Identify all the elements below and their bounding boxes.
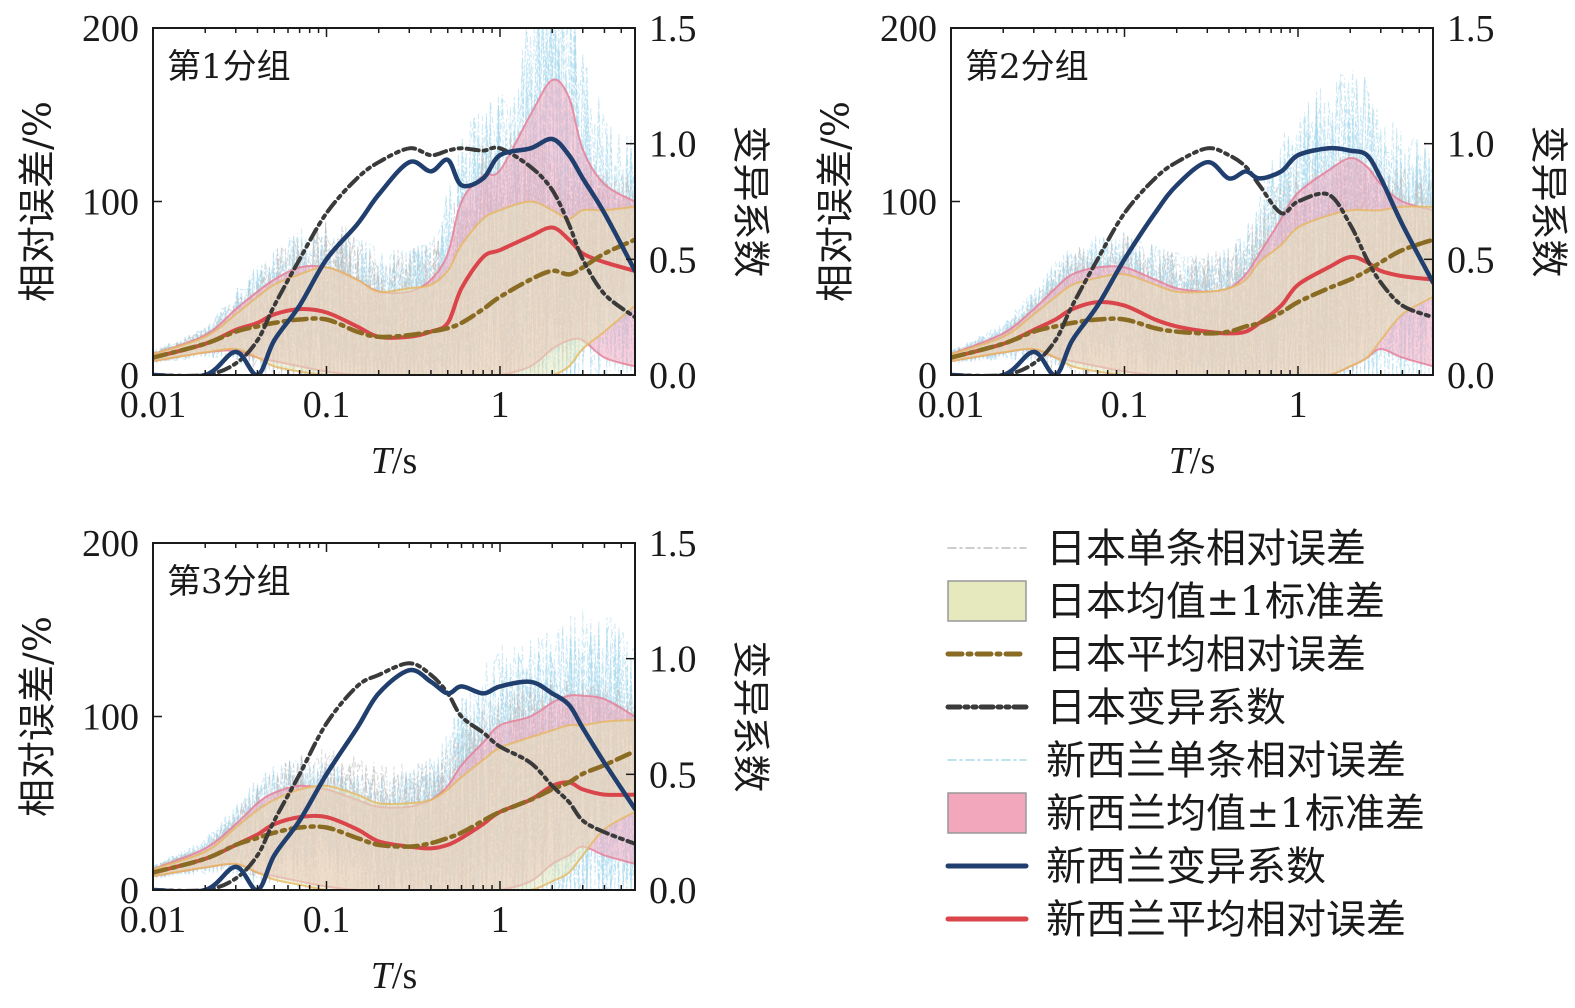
x-tick-label: 1 (490, 899, 509, 941)
x-tick-label: 0.1 (303, 899, 351, 941)
x-axis: 0.01 0.1 1 T/s (120, 28, 636, 482)
legend-item: 日本变异系数 (945, 685, 1286, 731)
y-axis-right: 0.0 0.5 1.0 1.5 变异系数 (626, 8, 773, 397)
jp-mean-line (153, 237, 635, 360)
legend: 日本单条相对误差日本均值±1标准差日本平均相对误差日本变异系数新西兰单条相对误差… (945, 526, 1425, 943)
y-tick-label-right: 0.5 (649, 754, 697, 796)
x-tick-label: 1 (1288, 384, 1307, 426)
x-axis-title: T/s (1169, 440, 1216, 482)
legend-item: 新西兰单条相对误差 (947, 738, 1406, 784)
panel-label: 第3分组 (167, 562, 291, 602)
x-axis-title: T/s (371, 440, 418, 482)
legend-item: 新西兰均值±1标准差 (947, 791, 1425, 837)
plot-area (153, 28, 635, 375)
nz-cv-line (951, 145, 1433, 375)
jp-individual-trace (153, 130, 635, 375)
nz-cv-line (153, 667, 635, 890)
legend-swatch (947, 792, 1027, 834)
y-tick-label-right: 1.0 (649, 124, 697, 166)
y-axis-title-left: 相对误差/% (16, 101, 60, 302)
y-tick-label-right: 1.5 (649, 523, 697, 565)
y-tick-label: 100 (880, 182, 937, 224)
y-tick-label-right: 0.0 (1447, 355, 1495, 397)
x-tick-label: 0.01 (120, 899, 187, 941)
y-axis-left: 0 100 200 相对误差/% (16, 8, 162, 397)
jp-cv-line (153, 145, 635, 375)
legend-label: 日本单条相对误差 (1046, 526, 1366, 572)
x-axis: 0.01 0.1 1 T/s (918, 28, 1434, 482)
x-tick-label: 1 (490, 384, 509, 426)
y-axis-title-left: 相对误差/% (16, 616, 60, 817)
nz-individual-trace (951, 102, 1433, 375)
nz-individual-trace (153, 28, 635, 375)
x-axis: 0.01 0.1 1 T/s (120, 543, 636, 997)
y-tick-label-right: 1.0 (649, 639, 697, 681)
panel-label: 第1分组 (167, 47, 291, 87)
jp-individual-trace (153, 687, 635, 890)
jp-mean-line (951, 237, 1433, 360)
y-tick-label-right: 0.5 (1447, 239, 1495, 281)
y-tick-label: 200 (82, 8, 139, 50)
y-tick-label: 100 (82, 697, 139, 739)
jp-band (951, 205, 1433, 375)
legend-item: 日本平均相对误差 (945, 632, 1366, 678)
y-tick-label-right: 1.0 (1447, 124, 1495, 166)
y-axis-title-right: 变异系数 (729, 640, 773, 792)
y-tick-label: 200 (880, 8, 937, 50)
jp-cv-line (951, 146, 1433, 375)
y-tick-label: 0 (120, 355, 139, 397)
legend-label: 新西兰均值±1标准差 (1046, 791, 1425, 837)
nz-individual-trace (153, 617, 635, 890)
nz-individual-trace (153, 28, 635, 375)
nz-individual-trace (951, 91, 1433, 375)
x-tick-label: 0.1 (303, 384, 351, 426)
x-tick-label: 0.01 (120, 384, 187, 426)
y-tick-label-right: 1.5 (1447, 8, 1495, 50)
legend-label: 日本变异系数 (1046, 685, 1286, 731)
jp-cv-line (153, 661, 635, 890)
nz-cv-line (153, 136, 635, 375)
y-tick-label-right: 0.0 (649, 355, 697, 397)
y-tick-label: 0 (918, 355, 937, 397)
y-axis-title-right: 变异系数 (1527, 125, 1571, 277)
legend-swatch (947, 580, 1027, 622)
nz-mean-line (153, 225, 635, 360)
jp-band (153, 718, 635, 890)
panel-label: 第2分组 (965, 47, 1089, 87)
legend-item: 日本单条相对误差 (947, 526, 1366, 572)
legend-label: 日本均值±1标准差 (1046, 579, 1385, 625)
y-axis-right: 0.0 0.5 1.0 1.5 变异系数 (626, 523, 773, 912)
legend-item: 新西兰平均相对误差 (945, 897, 1406, 943)
y-tick-label: 100 (82, 182, 139, 224)
legend-label: 新西兰单条相对误差 (1046, 738, 1406, 784)
y-tick-label-right: 1.5 (649, 8, 697, 50)
plot-area (153, 610, 635, 890)
y-axis-right: 0.0 0.5 1.0 1.5 变异系数 (1424, 8, 1571, 397)
jp-mean-line (153, 748, 635, 875)
x-axis-title: T/s (371, 955, 418, 997)
legend-item: 新西兰变异系数 (945, 844, 1326, 890)
y-tick-label-right: 0.5 (649, 239, 697, 281)
y-axis-title-left: 相对误差/% (814, 101, 858, 302)
panel-1: 0.01 0.1 1 T/s 0 100 200 相对误差/% 0.0 0.5 1.0 1.5 变异系数… (16, 8, 773, 482)
legend-label: 日本平均相对误差 (1046, 632, 1366, 678)
legend-item: 日本均值±1标准差 (947, 579, 1385, 625)
y-axis-left: 0 100 200 相对误差/% (16, 523, 162, 912)
plot-area (951, 70, 1433, 375)
y-tick-label-right: 0.0 (649, 870, 697, 912)
y-axis-left: 0 100 200 相对误差/% (814, 8, 960, 397)
legend-label: 新西兰平均相对误差 (1046, 897, 1406, 943)
y-tick-label: 200 (82, 523, 139, 565)
panel-3: 0.01 0.1 1 T/s 0 100 200 相对误差/% 0.0 0.5 1.0 1.5 变异系数… (16, 523, 773, 997)
nz-individual-trace (153, 52, 635, 375)
x-tick-label: 0.01 (918, 384, 985, 426)
legend-label: 新西兰变异系数 (1046, 844, 1326, 890)
x-tick-label: 0.1 (1101, 384, 1149, 426)
panel-2: 0.01 0.1 1 T/s 0 100 200 相对误差/% 0.0 0.5 1.0 1.5 变异系数… (814, 8, 1571, 482)
y-axis-title-right: 变异系数 (729, 125, 773, 277)
y-tick-label: 0 (120, 870, 139, 912)
